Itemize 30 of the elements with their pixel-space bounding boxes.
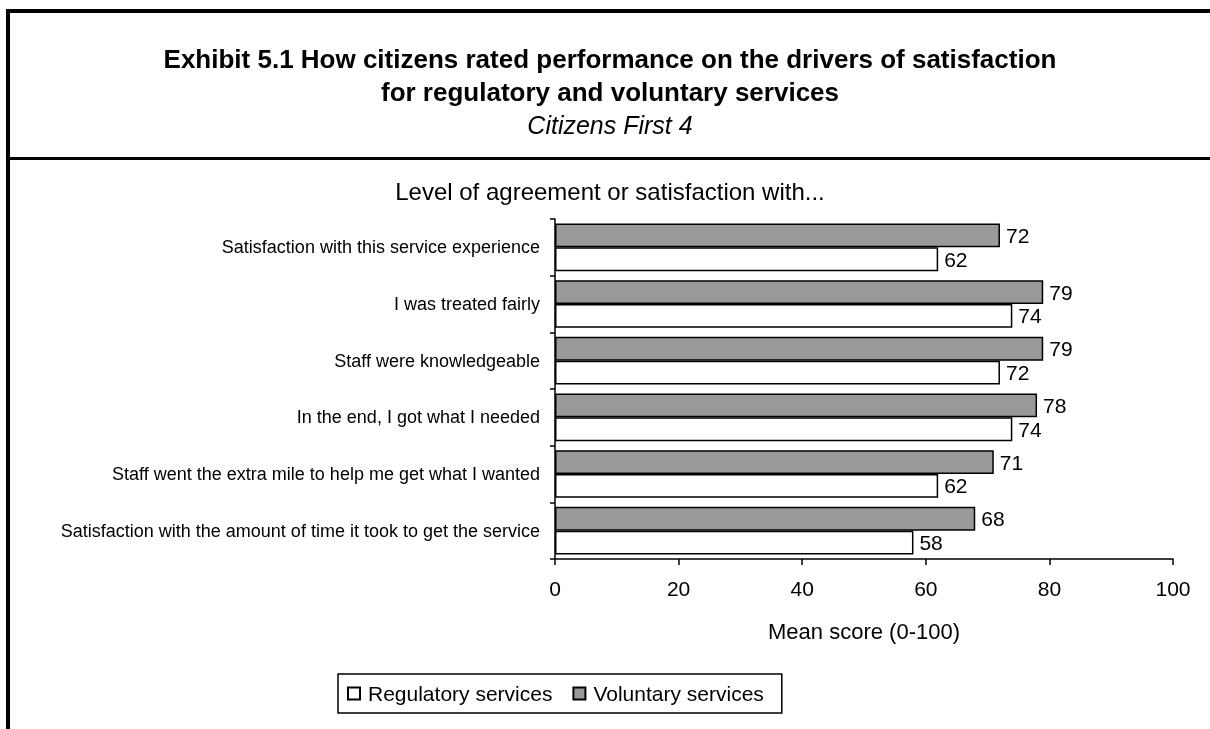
x-axis-title: Mean score (0-100) (768, 618, 960, 644)
legend-label: Voluntary services (593, 682, 764, 705)
y-tick-label: In the end, I got what I needed (296, 407, 540, 428)
x-tick-label: 20 (666, 577, 691, 600)
chart-title: Exhibit 5.1 How citizens rated performance on the drivers of satisfaction for regulatory and voluntary services (162, 43, 1058, 109)
x-tick-label: 80 (1037, 577, 1062, 600)
x-tick-label: 60 (914, 577, 938, 600)
data-label: 74 (1018, 417, 1042, 441)
legend-label: Regulatory services (368, 682, 553, 705)
chart-subtitle: Citizens First 4 (526, 110, 694, 141)
data-label: 72 (1005, 361, 1030, 385)
data-label: 74 (1018, 304, 1042, 328)
data-label: 58 (919, 531, 943, 555)
y-tick-label: I was treated fairly (393, 294, 540, 314)
x-tick-label: 100 (1155, 577, 1191, 600)
y-tick-label: Staff were knowledgeable (334, 350, 540, 371)
y-tick-label: Satisfaction with this service experience (221, 237, 540, 258)
data-label: 71 (999, 450, 1024, 474)
data-label: 72 (1005, 223, 1030, 247)
data-label: 79 (1049, 337, 1073, 361)
data-label: 78 (1043, 393, 1067, 417)
y-tick-label: Staff went the extra mile to help me get what I wanted (112, 464, 540, 484)
y-axis-title: Level of agreement or satisfaction with... (395, 177, 825, 205)
x-tick-label: 40 (790, 577, 814, 600)
x-tick-label: 0 (549, 577, 561, 600)
data-label: 68 (981, 507, 1005, 531)
y-tick-label: Satisfaction with the amount of time it took to get the service (60, 520, 540, 541)
data-label: 62 (944, 247, 968, 271)
data-label: 62 (944, 474, 968, 498)
data-label: 79 (1049, 280, 1073, 304)
